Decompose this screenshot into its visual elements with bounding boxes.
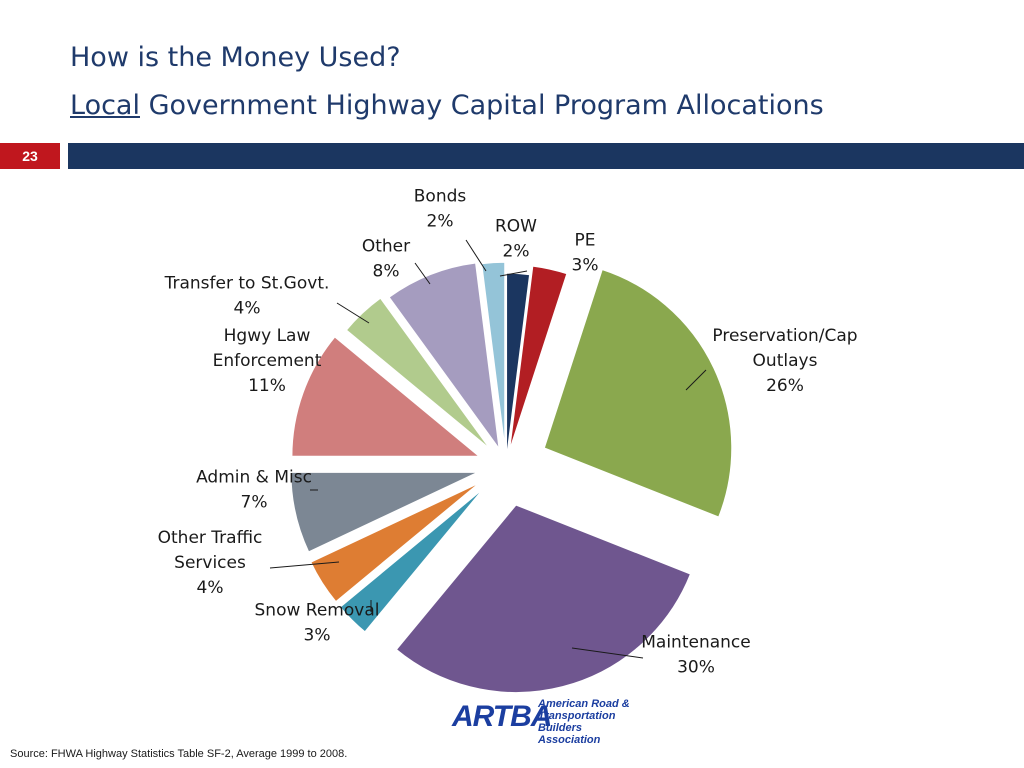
source-note: Source: FHWA Highway Statistics Table SF…	[10, 748, 348, 760]
pie-slice-snow-removal	[338, 486, 486, 634]
slice-label-other-traffic-services: Other Traffic Services 4%	[158, 528, 263, 598]
pie-slice-maintenance	[395, 503, 692, 694]
pie-slice-hgwy-law-enforcement	[290, 335, 482, 458]
leader-line	[685, 369, 707, 391]
leader-line	[499, 270, 528, 277]
slice-label-row: ROW 2%	[495, 217, 537, 262]
logo-line-1: American Road &	[538, 698, 630, 710]
artba-logo: ARTBA American Road & Transportation Bui…	[452, 696, 652, 746]
logo-line-3: Association	[538, 734, 601, 746]
pie-slice-admin-misc	[289, 471, 479, 554]
slice-label-snow-removal: Snow Removal 3%	[255, 601, 380, 646]
slide-title: How is the Money Used?	[70, 42, 401, 73]
slide-number: 23	[0, 143, 60, 169]
slice-label-maintenance: Maintenance 30%	[641, 633, 750, 678]
leader-line	[571, 647, 644, 659]
header-bar	[68, 143, 1024, 169]
pie-slice-row	[505, 272, 531, 462]
leader-line	[336, 302, 370, 324]
slice-label-admin-misc: Admin & Misc 7%	[196, 468, 312, 513]
slice-label-other: Other 8%	[362, 237, 410, 282]
slice-label-transfer-to-st-govt-: Transfer to St.Govt. 4%	[164, 274, 330, 319]
pie-slice-transfer-to-st-govt-	[345, 296, 492, 451]
pie-slice-other-traffic-services	[309, 481, 482, 603]
pie-slice-pe	[508, 264, 569, 453]
logo-line-2: Transportation Builders	[538, 710, 616, 734]
slice-label-pe: PE 3%	[572, 231, 599, 276]
slice-label-hgwy-law-enforcement: Hgwy Law Enforcement 11%	[213, 326, 322, 396]
pie-slice-other	[387, 261, 501, 450]
pie-slice-preservation-cap-outlays	[543, 268, 733, 519]
slice-label-preservation-cap-outlays: Preservation/Cap Outlays 26%	[712, 326, 857, 396]
leader-line	[414, 262, 431, 285]
artba-logo-text: American Road & Transportation Builders …	[538, 698, 652, 746]
subtitle-underlined-word: Local	[70, 90, 140, 121]
slice-label-bonds: Bonds 2%	[414, 187, 467, 232]
subtitle-rest: Government Highway Capital Program Alloc…	[139, 90, 824, 121]
leader-line	[465, 239, 487, 272]
artba-logo-mark: ARTBA	[452, 700, 552, 733]
slide-subtitle: Local Government Highway Capital Program…	[70, 90, 824, 121]
leader-line	[269, 561, 340, 569]
